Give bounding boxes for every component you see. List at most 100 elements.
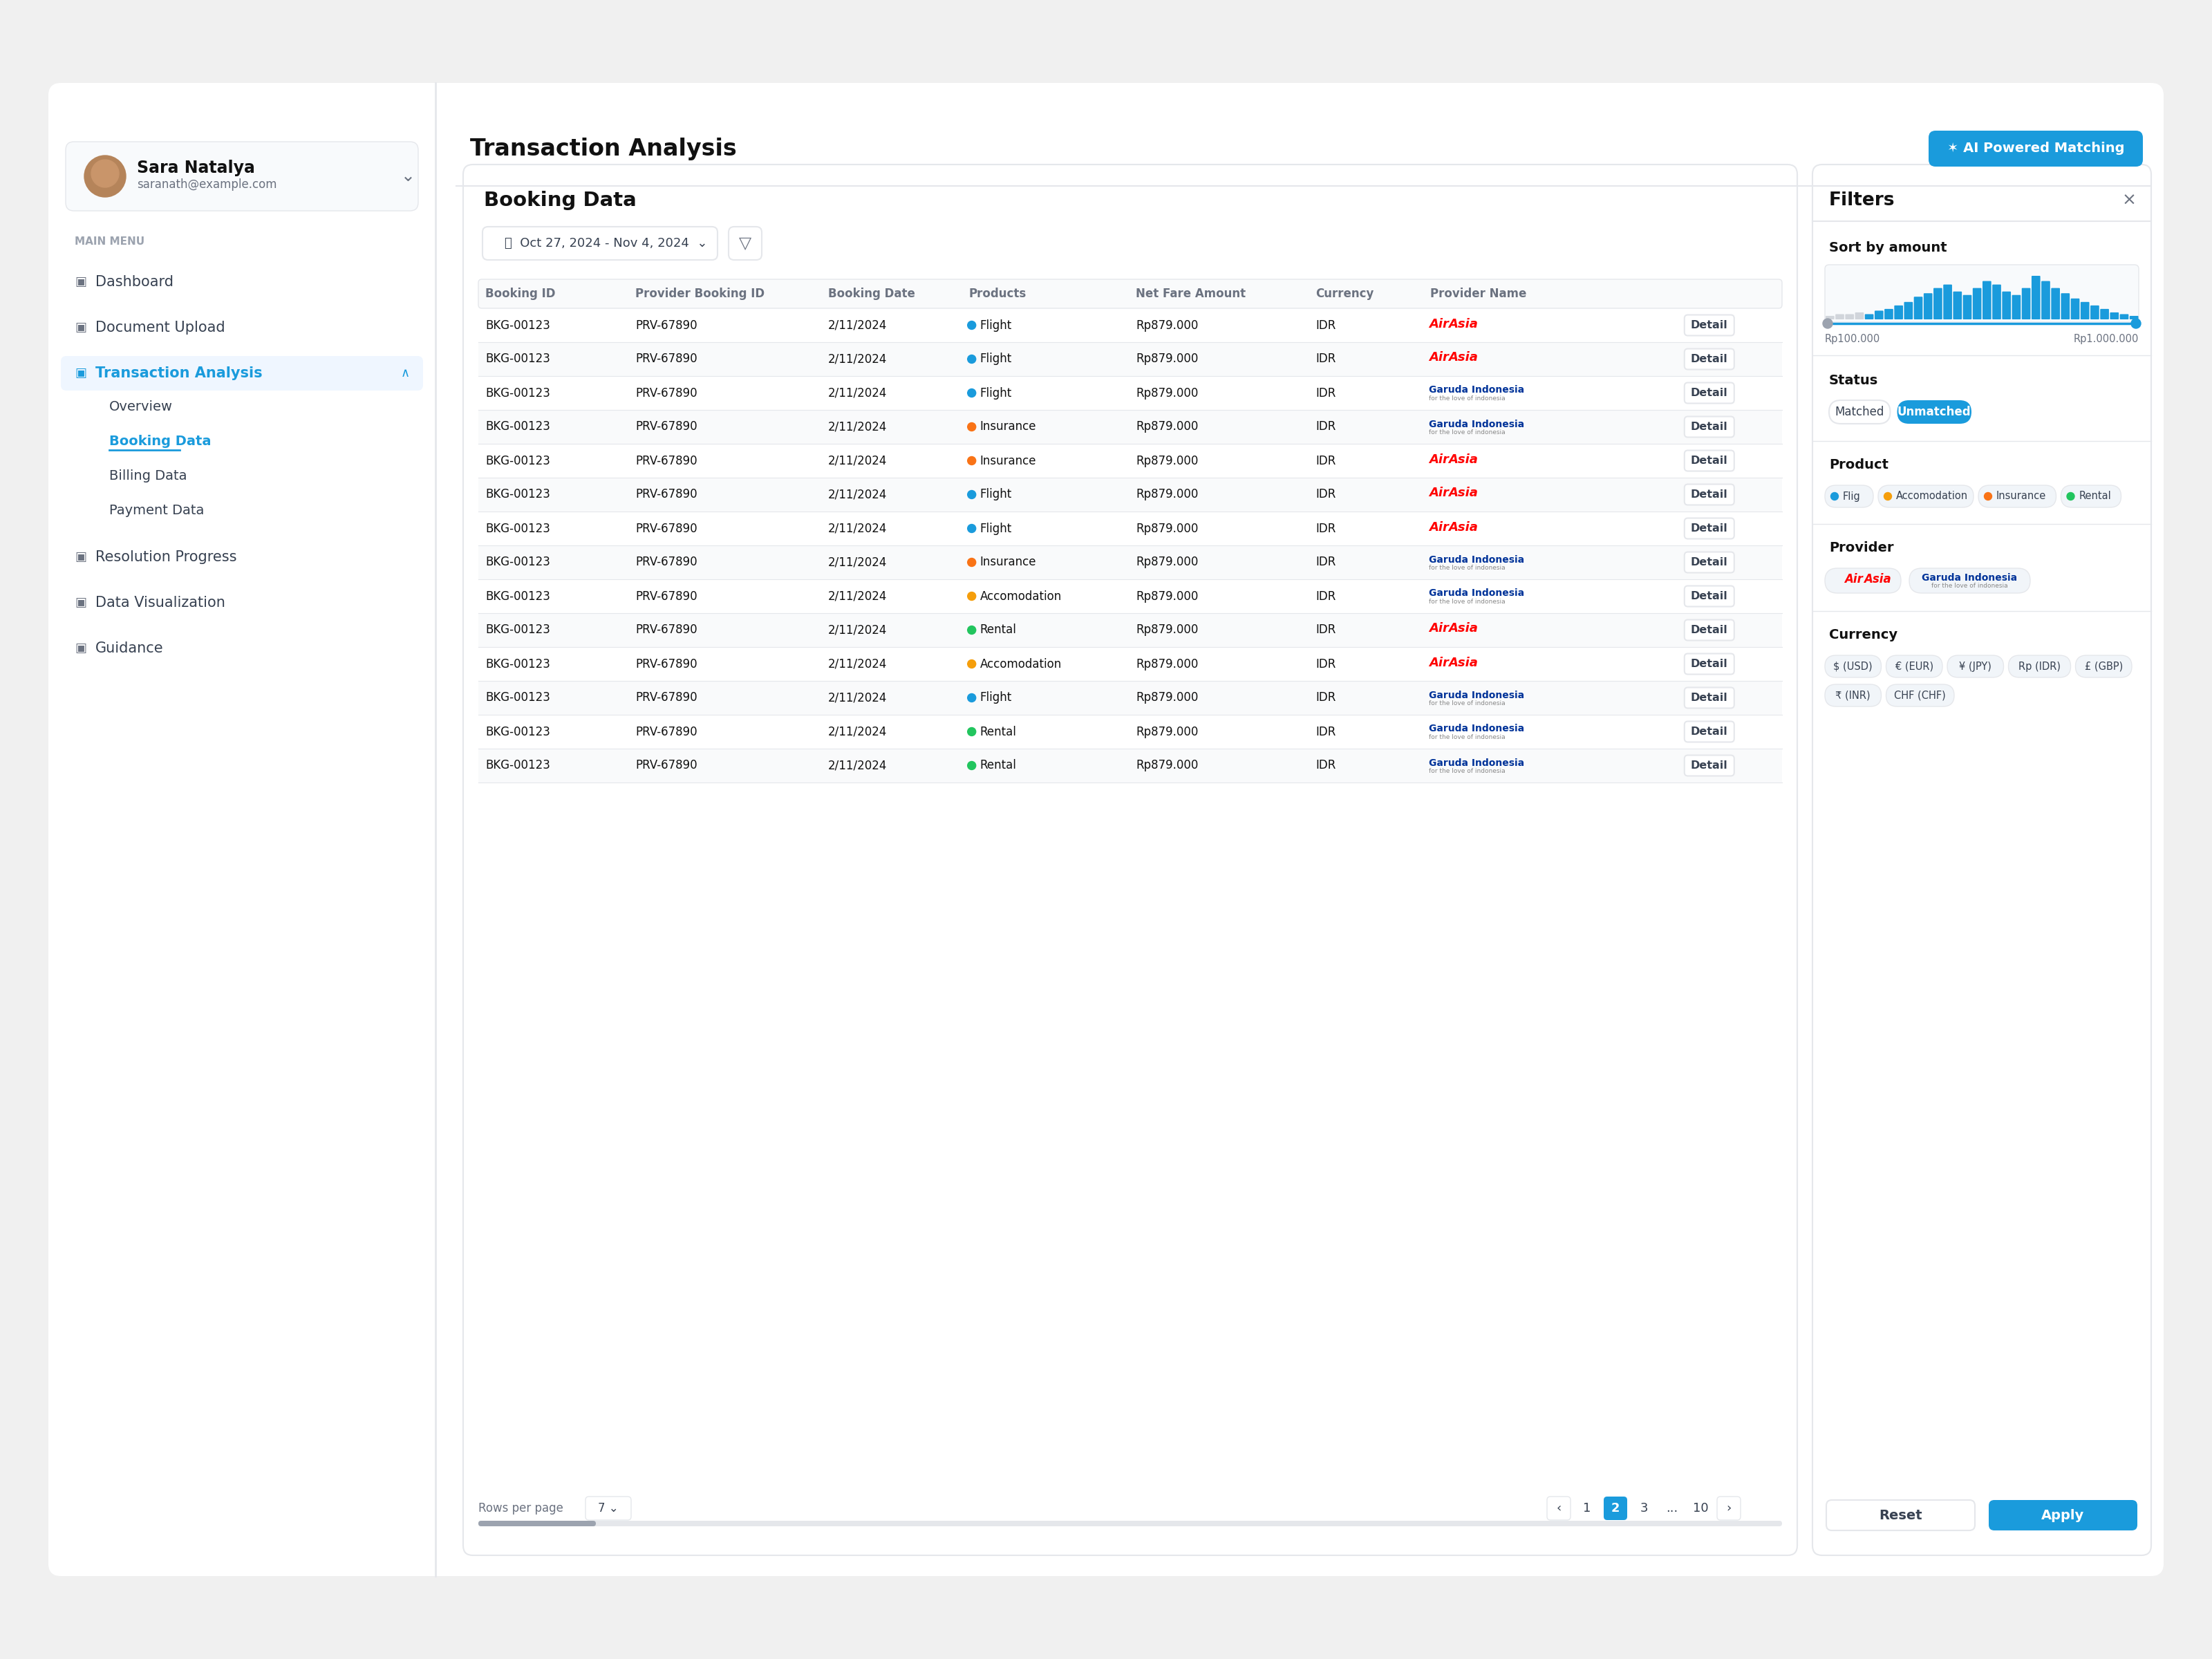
FancyBboxPatch shape [2110, 312, 2119, 319]
Text: Rp879.000: Rp879.000 [1135, 421, 1199, 433]
Text: ∧: ∧ [400, 367, 409, 380]
Text: Filters: Filters [1829, 191, 1896, 209]
Text: Rp879.000: Rp879.000 [1135, 657, 1199, 670]
Text: Rp879.000: Rp879.000 [1135, 488, 1199, 501]
Text: Rp879.000: Rp879.000 [1135, 725, 1199, 738]
FancyBboxPatch shape [1944, 284, 1951, 319]
FancyBboxPatch shape [1825, 567, 1900, 592]
FancyBboxPatch shape [1885, 309, 1893, 319]
Text: Flig: Flig [1843, 491, 1860, 501]
Text: Rp879.000: Rp879.000 [1135, 692, 1199, 703]
Text: ✶ AI Powered Matching: ✶ AI Powered Matching [1947, 143, 2124, 156]
Text: Insurance: Insurance [980, 421, 1037, 433]
Text: IDR: IDR [1316, 387, 1336, 400]
Text: IDR: IDR [1316, 556, 1336, 569]
Text: 7 ⌄: 7 ⌄ [597, 1501, 619, 1515]
Text: IDR: IDR [1316, 319, 1336, 332]
Text: CHF (CHF): CHF (CHF) [1893, 690, 1947, 700]
FancyBboxPatch shape [62, 357, 422, 390]
Text: Dashboard: Dashboard [95, 275, 173, 289]
Circle shape [967, 625, 975, 634]
Text: ▣: ▣ [75, 597, 86, 609]
Text: Rp1.000.000: Rp1.000.000 [2073, 333, 2139, 343]
Text: Booking Data: Booking Data [484, 191, 637, 211]
Text: 2/11/2024: 2/11/2024 [827, 455, 887, 466]
Text: Garuda Indonesia: Garuda Indonesia [1429, 420, 1524, 430]
Circle shape [967, 592, 975, 601]
FancyBboxPatch shape [1825, 265, 2139, 322]
Text: Garuda Indonesia: Garuda Indonesia [1429, 385, 1524, 395]
FancyBboxPatch shape [478, 546, 1783, 579]
Text: Provider Booking ID: Provider Booking ID [635, 287, 765, 300]
Circle shape [967, 388, 975, 397]
Text: Insurance: Insurance [980, 556, 1037, 569]
Text: Rp879.000: Rp879.000 [1135, 591, 1199, 602]
FancyBboxPatch shape [2130, 315, 2139, 319]
Text: PRV-67890: PRV-67890 [635, 760, 697, 771]
FancyBboxPatch shape [1962, 295, 1971, 319]
Text: € (EUR): € (EUR) [1896, 662, 1933, 672]
Text: Asia: Asia [1449, 521, 1478, 533]
Circle shape [1984, 493, 1991, 499]
Text: for the love of indonesia: for the love of indonesia [1429, 733, 1506, 740]
FancyBboxPatch shape [1683, 315, 1734, 335]
Text: Asia: Asia [1449, 317, 1478, 330]
Text: Detail: Detail [1690, 625, 1728, 635]
Text: Detail: Detail [1690, 523, 1728, 534]
FancyBboxPatch shape [1887, 684, 1953, 707]
FancyBboxPatch shape [1993, 284, 2002, 319]
Text: BKG-00123: BKG-00123 [484, 760, 551, 771]
Text: Resolution Progress: Resolution Progress [95, 551, 237, 564]
Text: Air: Air [1429, 488, 1449, 499]
Text: BKG-00123: BKG-00123 [484, 523, 551, 534]
FancyBboxPatch shape [1978, 484, 2057, 508]
FancyBboxPatch shape [1683, 586, 1734, 607]
Text: 📅  Oct 27, 2024 - Nov 4, 2024  ⌄: 📅 Oct 27, 2024 - Nov 4, 2024 ⌄ [504, 237, 708, 249]
FancyBboxPatch shape [478, 279, 1783, 309]
Text: PRV-67890: PRV-67890 [635, 624, 697, 637]
Text: Air: Air [1429, 453, 1449, 466]
Text: Garuda Indonesia: Garuda Indonesia [1429, 723, 1524, 733]
Text: IDR: IDR [1316, 725, 1336, 738]
Text: Rp (IDR): Rp (IDR) [2017, 662, 2062, 672]
Text: PRV-67890: PRV-67890 [635, 421, 697, 433]
Text: 2/11/2024: 2/11/2024 [827, 387, 887, 400]
Circle shape [84, 156, 126, 197]
Text: Rp879.000: Rp879.000 [1135, 760, 1199, 771]
Text: for the love of indonesia: for the love of indonesia [1429, 395, 1506, 401]
Text: 3: 3 [1639, 1501, 1648, 1515]
FancyBboxPatch shape [478, 1521, 1783, 1526]
FancyBboxPatch shape [1982, 280, 1991, 319]
Text: Rental: Rental [980, 624, 1018, 637]
Text: Garuda Indonesia: Garuda Indonesia [1922, 572, 2017, 582]
Text: Air: Air [1845, 572, 1863, 586]
Text: Detail: Detail [1690, 388, 1728, 398]
Text: 2: 2 [1610, 1501, 1619, 1515]
Text: Flight: Flight [980, 692, 1011, 703]
Text: PRV-67890: PRV-67890 [635, 591, 697, 602]
Text: Provider Name: Provider Name [1431, 287, 1526, 300]
FancyBboxPatch shape [2081, 302, 2090, 319]
Text: for the love of indonesia: for the love of indonesia [1429, 700, 1506, 707]
Text: Net Fare Amount: Net Fare Amount [1135, 287, 1245, 300]
FancyBboxPatch shape [2090, 305, 2099, 319]
Text: IDR: IDR [1316, 455, 1336, 466]
FancyBboxPatch shape [2013, 295, 2022, 319]
Text: for the love of indonesia: for the love of indonesia [1429, 564, 1506, 571]
Text: Detail: Detail [1690, 760, 1728, 771]
Text: IDR: IDR [1316, 624, 1336, 637]
FancyBboxPatch shape [1683, 484, 1734, 504]
Circle shape [967, 423, 975, 431]
Text: Detail: Detail [1690, 659, 1728, 669]
Text: Detail: Detail [1690, 591, 1728, 601]
FancyBboxPatch shape [478, 342, 1783, 377]
Text: ▣: ▣ [75, 367, 86, 380]
Text: Detail: Detail [1690, 353, 1728, 365]
Text: Provider: Provider [1829, 541, 1893, 554]
FancyBboxPatch shape [462, 164, 1796, 1556]
Text: 10: 10 [1692, 1501, 1708, 1515]
Text: ▣: ▣ [75, 551, 86, 564]
Circle shape [91, 159, 119, 187]
Text: PRV-67890: PRV-67890 [635, 725, 697, 738]
Text: saranath@example.com: saranath@example.com [137, 178, 276, 191]
